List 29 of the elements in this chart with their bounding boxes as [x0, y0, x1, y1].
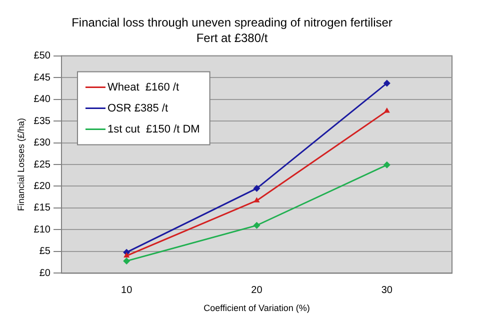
y-tick-label: £20 [34, 180, 51, 192]
legend-label: 1st cut £150 /t DM [107, 123, 200, 136]
point [383, 80, 390, 87]
point [124, 252, 130, 258]
point [383, 161, 390, 168]
y-tick-label: £0 [39, 268, 51, 279]
point [253, 184, 260, 192]
point [254, 197, 260, 202]
chart-subtitle: Fert at £380/t [196, 30, 268, 45]
y-tick-label: £25 [34, 159, 51, 170]
legend-label: Wheat £160 /t [107, 81, 180, 94]
y-tick-label: £40 [34, 94, 51, 106]
point [384, 108, 390, 113]
y-tick-label: £15 [34, 202, 51, 214]
y-tick-label: £50 [34, 50, 51, 62]
x-tick-label: 10 [121, 284, 133, 296]
y-axis-title: Financial Losses (£/ha) [16, 118, 26, 212]
y-tick-label: £45 [34, 72, 51, 84]
y-tick-label: £35 [34, 116, 51, 127]
legend-label: OSR £385 /t [107, 102, 168, 114]
x-axis-title: Coefficient of Variation (%) [204, 303, 310, 314]
point [253, 222, 260, 229]
x-tick-label: 20 [251, 284, 263, 296]
chart-title: Financial loss through uneven spreading of nitrogen fertiliser [72, 16, 392, 30]
y-tick-label: £30 [34, 138, 51, 149]
x-tick-label: 30 [381, 284, 393, 296]
point [123, 258, 130, 265]
y-tick-label: £5 [39, 246, 51, 258]
y-tick-label: £10 [34, 224, 51, 236]
